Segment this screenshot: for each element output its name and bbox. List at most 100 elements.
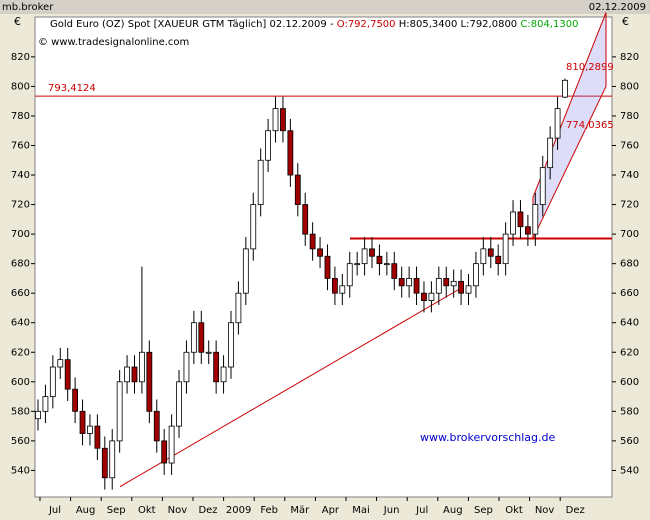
candle-body [161, 440, 168, 464]
title-high: H:805,3400 [399, 19, 458, 30]
x-tick-label: Jul [48, 505, 61, 516]
candle-body [539, 167, 546, 205]
candle-body [79, 410, 86, 434]
currency-right: € [622, 15, 629, 28]
candle-body [465, 285, 472, 294]
candle-body [435, 278, 442, 294]
y-tick-label-right: 760 [620, 140, 639, 151]
candle-body [532, 204, 539, 235]
candle-body [495, 255, 502, 265]
x-tick-label: Jun [383, 505, 400, 516]
candle-body [428, 292, 435, 301]
candle-body [502, 233, 509, 265]
candle-body [302, 204, 309, 235]
candle-body [510, 211, 516, 235]
candle-body [250, 204, 257, 250]
y-tick-label-left: 720 [11, 200, 30, 211]
y-tick-label-right: 640 [620, 318, 639, 329]
y-tick-label-right: 620 [620, 347, 639, 358]
y-tick-label-right: 540 [620, 465, 639, 476]
candle-body [176, 381, 182, 427]
header-right: 02.12.2009 [589, 2, 646, 13]
y-tick-label-left: 580 [11, 406, 30, 417]
candle-body [94, 425, 101, 449]
plot-area [34, 16, 613, 498]
candle-body [228, 322, 234, 368]
title-close: C:804,1300 [520, 19, 578, 30]
candle-body [49, 366, 56, 397]
copyright: © www.tradesignalonline.com [38, 37, 189, 48]
candle-body [554, 108, 561, 139]
candle-body [146, 351, 153, 412]
candle-body [57, 359, 64, 368]
candle-body [391, 263, 398, 279]
y-tick-label-right: 720 [620, 200, 639, 211]
title-main: Gold Euro (OZ) Spot [XAUEUR GTM Täglich]… [50, 19, 334, 30]
y-tick-label-left: 740 [11, 170, 30, 181]
candle-body [317, 248, 323, 257]
candle-body [346, 263, 353, 287]
candle-body [72, 388, 79, 412]
currency-left: € [14, 15, 21, 28]
y-tick-label-left: 700 [11, 229, 30, 240]
title-low: L:792,0800 [461, 19, 518, 30]
candle-body [272, 108, 279, 132]
candle-body [413, 278, 420, 294]
y-tick-label-right: 820 [620, 52, 639, 63]
y-tick-label-left: 800 [11, 81, 30, 92]
candle-body [547, 137, 554, 169]
candle-body [205, 351, 212, 354]
candle-body [443, 278, 450, 287]
y-tick-label-right: 660 [620, 288, 639, 299]
candle-body [562, 79, 568, 98]
candle-body [354, 263, 361, 266]
candle-body [42, 396, 49, 412]
candle-body [480, 248, 487, 265]
x-tick-label: Sep [474, 505, 493, 516]
candle-body [458, 280, 464, 294]
candle-body [116, 381, 123, 442]
candle-body [287, 130, 294, 176]
x-tick-label: Nov [168, 505, 188, 516]
y-tick-label-left: 760 [11, 140, 30, 151]
candle-body [87, 425, 93, 434]
candle-body [309, 233, 316, 250]
x-tick-label: Aug [443, 505, 463, 516]
candle-body [517, 211, 524, 228]
title-open: O:792,7500 [337, 19, 396, 30]
y-tick-label-right: 680 [620, 259, 639, 270]
y-tick-label-left: 600 [11, 377, 30, 388]
y-tick-label-left: 620 [11, 347, 30, 358]
x-tick-label: 2009 [226, 505, 251, 516]
candle-body [235, 292, 242, 324]
candle-body [64, 359, 71, 390]
y-tick-label-right: 800 [620, 81, 639, 92]
candle-body [487, 248, 494, 257]
candle-body [524, 226, 531, 235]
candle-body [265, 130, 271, 161]
y-tick-label-left: 560 [11, 436, 30, 447]
candle-body [131, 366, 138, 383]
candle-body [242, 248, 249, 294]
title: Gold Euro (OZ) Spot [XAUEUR GTM Täglich]… [50, 19, 578, 30]
y-tick-label-left: 640 [11, 318, 30, 329]
candle-body [280, 108, 286, 132]
candle-body [213, 351, 220, 383]
y-tick-label-right: 560 [620, 436, 639, 447]
candle-body [369, 248, 375, 257]
y-tick-label-right: 580 [620, 406, 639, 417]
y-tick-label-left: 540 [11, 465, 30, 476]
candle-body [109, 440, 116, 479]
candle-body [398, 278, 405, 287]
y-tick-label-left: 660 [11, 288, 30, 299]
candle-body [406, 278, 413, 287]
candle-body [257, 159, 264, 205]
candle-body [294, 174, 301, 205]
header-left: mb.broker [2, 2, 54, 13]
candle-body [168, 425, 175, 464]
x-tick-label: Mai [352, 505, 370, 516]
candle-body [473, 263, 479, 287]
candle-body [35, 410, 41, 420]
